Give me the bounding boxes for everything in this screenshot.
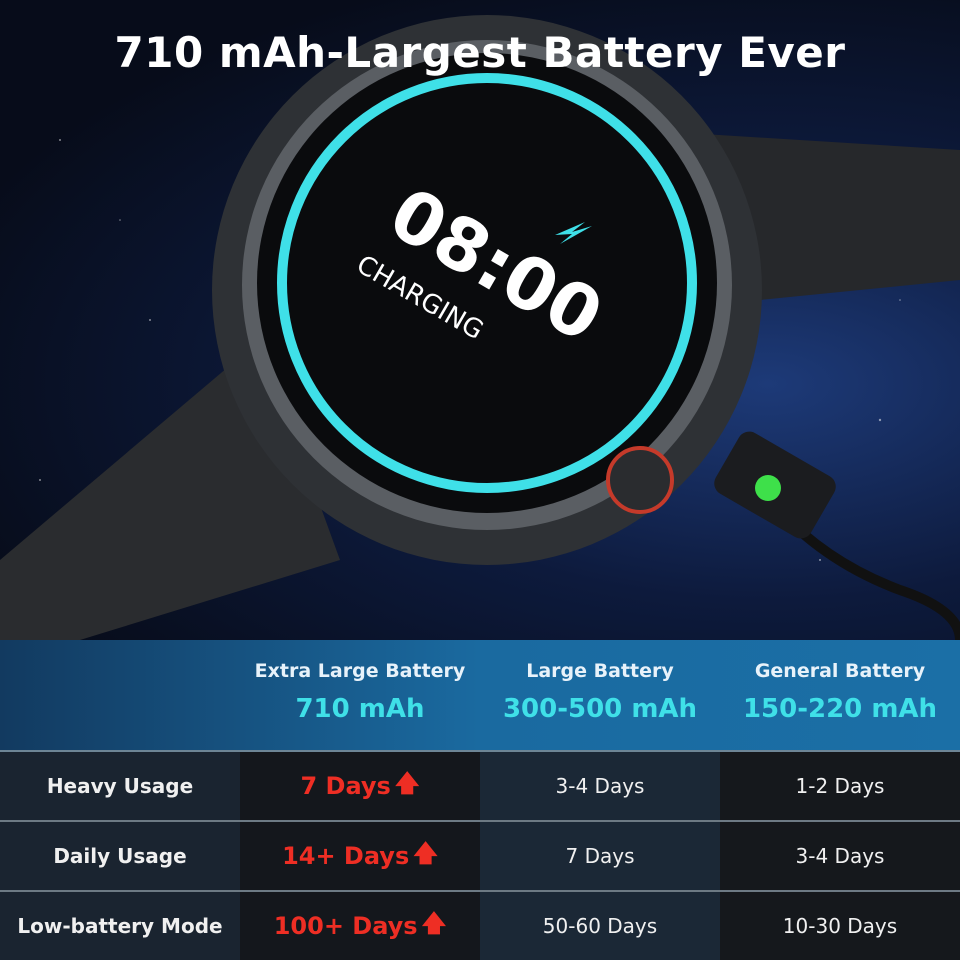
highlight-cell: 14+ Days 🡅 (240, 822, 480, 890)
cell-value: 7 Days (480, 822, 720, 890)
column-header: General Battery 150-220 mAh (720, 640, 960, 750)
cell-value: 3-4 Days (480, 752, 720, 820)
row-label: Daily Usage (0, 822, 240, 890)
column-name: Extra Large Battery (254, 660, 466, 682)
charging-ring (277, 73, 697, 493)
smartwatch-image: 08:00 CHARGING (0, 15, 960, 640)
column-header: Extra Large Battery 710 mAh (240, 640, 480, 750)
cell-value: 10-30 Days (720, 892, 960, 960)
table-header: Extra Large Battery 710 mAh Large Batter… (0, 640, 960, 752)
cell-value: 14+ Days (282, 842, 410, 870)
column-header: Large Battery 300-500 mAh (480, 640, 720, 750)
column-capacity: 300-500 mAh (502, 694, 698, 724)
arrow-up-icon: 🡅 (394, 768, 420, 797)
column-name: Large Battery (526, 660, 674, 682)
arrow-up-icon: 🡅 (421, 908, 447, 937)
table-row: Heavy Usage 7 Days 🡅 3-4 Days 1-2 Days (0, 752, 960, 822)
watch-screen (257, 53, 717, 513)
crown-button (606, 446, 674, 514)
cell-value: 3-4 Days (720, 822, 960, 890)
battery-comparison-table: Extra Large Battery 710 mAh Large Batter… (0, 640, 960, 960)
lightning-bolt-icon (555, 222, 592, 244)
cell-value: 50-60 Days (480, 892, 720, 960)
table-row: Daily Usage 14+ Days 🡅 7 Days 3-4 Days (0, 822, 960, 892)
column-capacity: 150-220 mAh (742, 694, 938, 724)
column-capacity: 710 mAh (295, 694, 425, 724)
table-row: Low-battery Mode 100+ Days 🡅 50-60 Days 1… (0, 892, 960, 960)
cell-value: 7 Days (300, 772, 391, 800)
cell-value: 1-2 Days (720, 752, 960, 820)
highlight-cell: 100+ Days 🡅 (240, 892, 480, 960)
charger-led-icon (755, 475, 781, 501)
page-title: 710 mAh-Largest Battery Ever (114, 28, 846, 77)
cell-value: 100+ Days (273, 912, 418, 940)
column-name: General Battery (754, 660, 926, 682)
arrow-up-icon: 🡅 (413, 838, 438, 867)
row-label: Heavy Usage (0, 752, 240, 820)
highlight-cell: 7 Days 🡅 (240, 752, 480, 820)
row-label: Low-battery Mode (0, 892, 240, 960)
